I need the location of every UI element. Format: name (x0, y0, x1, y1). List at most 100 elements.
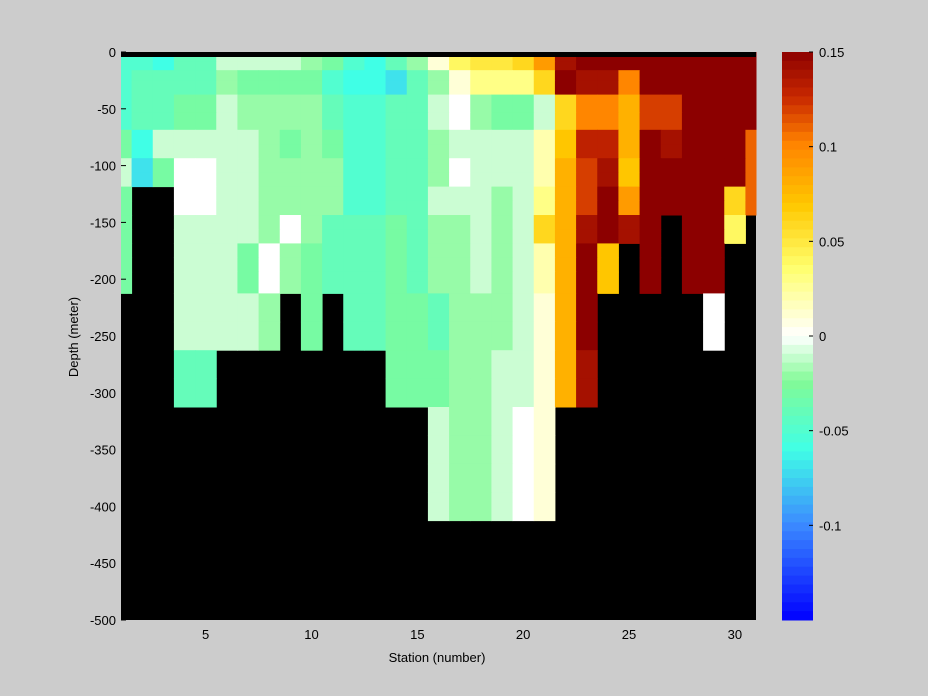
heatmap-cell (173, 271, 196, 294)
heatmap-cell (618, 215, 641, 230)
heatmap-cell (427, 293, 450, 323)
heatmap-cell (406, 80, 429, 96)
heatmap-cell (343, 112, 365, 131)
heatmap-cell (364, 243, 387, 259)
heatmap-cell (279, 52, 302, 63)
heatmap-cell (533, 144, 556, 159)
colorbar-segment (782, 211, 813, 222)
heatmap-cell (639, 94, 662, 114)
heatmap-cell (470, 321, 492, 351)
heatmap-cell (300, 94, 323, 114)
heatmap-cell (512, 350, 535, 380)
heatmap-cell (406, 186, 429, 202)
heatmap-cell (512, 94, 535, 114)
heatmap-cell (216, 243, 238, 259)
heatmap-cell (216, 186, 238, 202)
surface-strip (121, 52, 756, 57)
heatmap-cell (343, 321, 365, 351)
heatmap-cell (618, 186, 641, 202)
colorbar-segment (782, 522, 813, 532)
heatmap-cell (533, 80, 556, 96)
heatmap-cell (449, 172, 471, 188)
heatmap-cell (406, 94, 429, 114)
heatmap-cell (258, 158, 281, 173)
heatmap-cell (512, 215, 535, 230)
heatmap-cell (300, 144, 323, 159)
heatmap-cell (121, 229, 133, 244)
heatmap-cell (173, 378, 196, 408)
heatmap-cell (703, 186, 725, 202)
heatmap-cell (512, 407, 535, 436)
heatmap-cell (703, 80, 725, 96)
heatmap-cell (512, 144, 535, 159)
heatmap-cell (364, 172, 387, 188)
heatmap-cell (152, 172, 175, 188)
heatmap-cell (237, 215, 260, 230)
heatmap-cell (703, 129, 725, 145)
colorbar-segment (782, 433, 813, 443)
heatmap-cell (385, 144, 408, 159)
heatmap-cell (470, 112, 492, 131)
heatmap-cell (121, 200, 133, 216)
heatmap-cell (195, 271, 217, 294)
heatmap-cell (470, 129, 492, 145)
heatmap-cell (470, 229, 492, 244)
heatmap-cell (470, 80, 492, 96)
heatmap-cell (470, 492, 492, 522)
heatmap-cell (300, 158, 323, 173)
heatmap-cell (597, 144, 619, 159)
heatmap-cell (195, 321, 217, 351)
heatmap-cell (618, 112, 641, 131)
heatmap-cell (618, 80, 641, 96)
heatmap-cell (491, 215, 514, 230)
heatmap-cell (576, 112, 598, 131)
heatmap-cell (385, 94, 408, 114)
heatmap-cell (449, 407, 471, 436)
heatmap-cell (639, 112, 662, 131)
heatmap-cell (385, 321, 408, 351)
heatmap-cell (237, 229, 260, 244)
heatmap-cell (639, 271, 662, 294)
heatmap-cell (173, 350, 196, 380)
colorbar-segment (782, 442, 813, 452)
heatmap-cell (470, 172, 492, 188)
y-tick-label: 0 (109, 45, 116, 60)
heatmap-cell (258, 321, 281, 351)
heatmap-cell (660, 112, 683, 131)
heatmap-cell (724, 70, 746, 81)
heatmap-cell (364, 61, 387, 71)
heatmap-cell (449, 186, 471, 202)
heatmap-cell (173, 229, 196, 244)
heatmap-cell (427, 407, 450, 436)
colorbar-segment (782, 220, 813, 230)
heatmap-cell (216, 257, 238, 273)
colorbar-segment (782, 176, 813, 186)
heatmap-cell (660, 52, 683, 63)
heatmap-cell (618, 129, 641, 145)
heatmap-cell (576, 229, 598, 244)
heatmap-cell (385, 229, 408, 244)
heatmap-cell (258, 52, 281, 63)
heatmap-cell (195, 172, 217, 188)
heatmap-cell (406, 257, 429, 273)
heatmap-cell (385, 200, 408, 216)
heatmap-cell (237, 61, 260, 71)
heatmap-cell (576, 129, 598, 145)
heatmap-cell (385, 70, 408, 81)
heatmap-cell (554, 271, 577, 294)
heatmap-cell (724, 61, 746, 71)
heatmap-cell (491, 158, 514, 173)
heatmap-cell (449, 435, 471, 465)
heatmap-cell (703, 229, 725, 244)
heatmap-cell (237, 172, 260, 188)
heatmap-cell (364, 94, 387, 114)
heatmap-cell (576, 293, 598, 323)
heatmap-cell (533, 271, 556, 294)
heatmap-cell (533, 215, 556, 230)
y-axis-label: Depth (meter) (66, 297, 81, 377)
heatmap-cell (300, 80, 323, 96)
heatmap-cell (491, 80, 514, 96)
y-tick-label: -100 (90, 159, 116, 174)
heatmap-cell (554, 158, 577, 173)
